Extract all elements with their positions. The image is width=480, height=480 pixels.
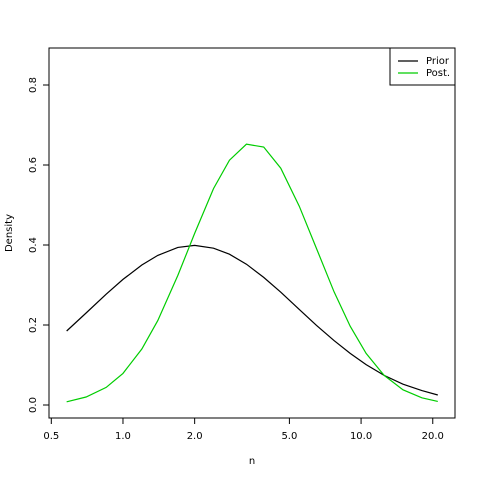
y-tick-label: 0.6 — [28, 157, 39, 173]
plot-frame — [48, 47, 456, 419]
x-tick-label: 0.5 — [43, 431, 59, 442]
y-tick-label: 0.2 — [28, 317, 39, 333]
x-tick-label: 20.0 — [422, 431, 444, 442]
legend-label: Prior — [426, 56, 450, 67]
x-tick-label: 5.0 — [281, 431, 297, 442]
y-tick-label: 0.8 — [28, 77, 39, 93]
x-tick-label: 2.0 — [187, 431, 203, 442]
y-axis-label: Density — [4, 214, 15, 252]
legend-label: Post. — [426, 68, 450, 79]
line-series — [66, 244, 438, 396]
x-tick-label: 1.0 — [115, 431, 131, 442]
line-series — [66, 143, 438, 403]
x-tick-label: 10.0 — [350, 431, 372, 442]
y-tick-label: 0.4 — [28, 237, 39, 253]
y-tick-label: 0.0 — [28, 397, 39, 413]
legend-box — [389, 47, 456, 86]
x-axis-label: n — [249, 456, 255, 467]
